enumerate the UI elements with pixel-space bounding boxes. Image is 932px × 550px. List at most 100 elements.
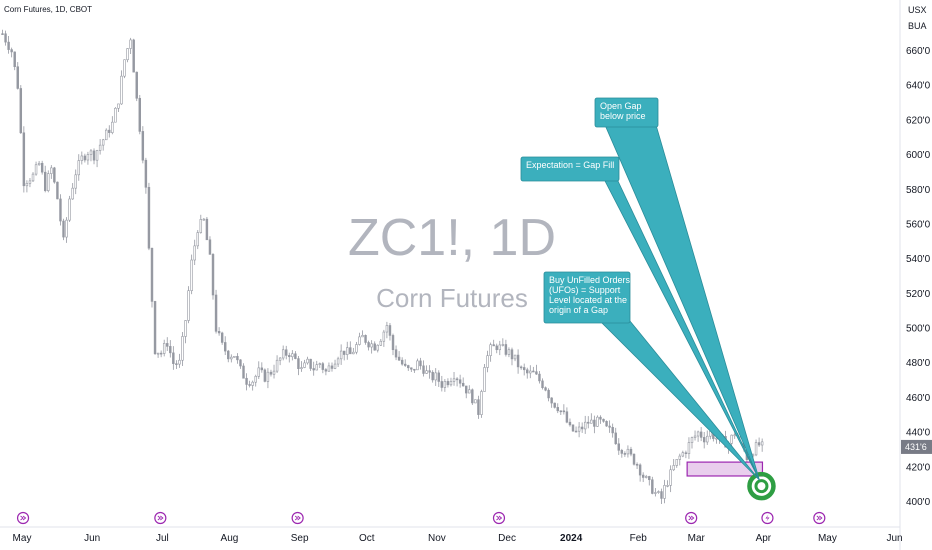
- candle: [403, 359, 407, 367]
- candle-body: [690, 437, 694, 443]
- candle-body: [379, 340, 383, 346]
- candle: [416, 358, 419, 371]
- candle: [605, 420, 608, 427]
- price-axis[interactable]: 400'0 420'0 440'0 460'0 480'0 500'0 520'0 540'0…: [906, 46, 931, 508]
- callout-expectation[interactable]: Expectation = Gap Fill: [520, 156, 760, 481]
- candle-body: [22, 132, 26, 187]
- candle: [263, 368, 267, 383]
- candle-body: [269, 371, 273, 375]
- candle: [693, 430, 697, 441]
- candle: [156, 352, 160, 358]
- candle-body: [400, 359, 404, 365]
- candle-body: [681, 452, 685, 457]
- candle-body: [281, 349, 285, 359]
- candle-body: [495, 345, 498, 351]
- candle: [407, 364, 410, 371]
- candle: [696, 430, 700, 442]
- candle-body: [486, 355, 489, 368]
- candle: [522, 363, 526, 376]
- callout-text-line: (UFOs) = Support: [549, 285, 621, 295]
- time-tick-label: Oct: [359, 533, 375, 544]
- candle: [730, 434, 733, 446]
- candle-body: [394, 349, 398, 358]
- candle-body: [757, 442, 761, 446]
- candle: [373, 341, 376, 351]
- candle-body: [449, 381, 453, 386]
- candle-body: [635, 463, 639, 466]
- candle-body: [474, 399, 477, 404]
- candle-body: [574, 430, 578, 433]
- candle-body: [141, 131, 145, 161]
- candle: [150, 247, 154, 308]
- candle-body: [507, 349, 511, 355]
- earnings-flash-icon[interactable]: [761, 511, 774, 525]
- candle-body: [684, 452, 688, 455]
- candle: [65, 217, 68, 243]
- price-tick-label: 500'0: [906, 324, 931, 335]
- candle-body: [370, 343, 373, 348]
- candle-body: [86, 154, 90, 161]
- candle: [489, 342, 492, 362]
- candle-body: [553, 402, 556, 408]
- candle: [95, 149, 99, 168]
- candle-body: [89, 150, 93, 155]
- callout-text-line: Expectation = Gap Fill: [526, 160, 614, 170]
- candle-body: [660, 491, 663, 499]
- candle: [239, 359, 242, 369]
- candle: [324, 368, 328, 376]
- candle-body: [648, 476, 651, 481]
- candle: [339, 344, 343, 365]
- candle: [193, 239, 196, 266]
- candle: [544, 386, 547, 392]
- candle-body: [651, 479, 654, 494]
- candle-body: [355, 344, 358, 353]
- callout-ufo[interactable]: Buy UnFilled Orders(UFOs) = SupportLevel…: [543, 271, 760, 481]
- candle-body: [672, 465, 675, 471]
- candle: [498, 340, 502, 356]
- gap-zone[interactable]: [686, 461, 764, 477]
- candle: [678, 453, 682, 466]
- time-tick-label: Mar: [688, 533, 706, 544]
- candle-body: [565, 411, 569, 423]
- candle-body: [98, 144, 102, 151]
- time-axis[interactable]: May Jun Jul Aug Sep Oct Nov Dec 2024 Feb Mar Apr May…: [13, 533, 903, 544]
- candle-body: [645, 476, 648, 478]
- candle-body: [132, 39, 135, 73]
- candle-body: [263, 369, 267, 382]
- candle-body: [437, 372, 440, 382]
- dividend-event-icon[interactable]: [16, 511, 30, 525]
- dividend-event-icon[interactable]: [291, 511, 304, 525]
- time-tick-label: Jul: [156, 533, 169, 544]
- candle: [526, 367, 529, 379]
- candle: [379, 338, 383, 346]
- time-tick-label: Nov: [428, 533, 446, 544]
- dividend-event-icon[interactable]: [154, 511, 167, 525]
- candle: [440, 375, 444, 392]
- candle-body: [373, 343, 376, 351]
- candle-body: [446, 381, 450, 386]
- candle-body: [306, 358, 309, 364]
- candle: [260, 362, 264, 373]
- candle: [382, 329, 386, 347]
- dividend-event-icon[interactable]: [492, 511, 506, 525]
- candle: [510, 347, 514, 366]
- candle-body: [172, 352, 175, 364]
- candle-body: [199, 219, 203, 233]
- price-tick-label: 540'0: [906, 254, 931, 265]
- candle: [556, 403, 559, 414]
- candle: [199, 214, 203, 234]
- dividend-event-icon[interactable]: [813, 511, 826, 525]
- candle: [50, 165, 53, 179]
- dividend-event-icon[interactable]: [685, 511, 698, 525]
- candle-body: [245, 377, 248, 385]
- candle: [300, 361, 303, 372]
- candle-body: [559, 410, 563, 413]
- price-tick-label: 520'0: [906, 289, 931, 300]
- candle: [34, 161, 38, 176]
- candle-body: [205, 218, 209, 241]
- candle: [138, 94, 142, 135]
